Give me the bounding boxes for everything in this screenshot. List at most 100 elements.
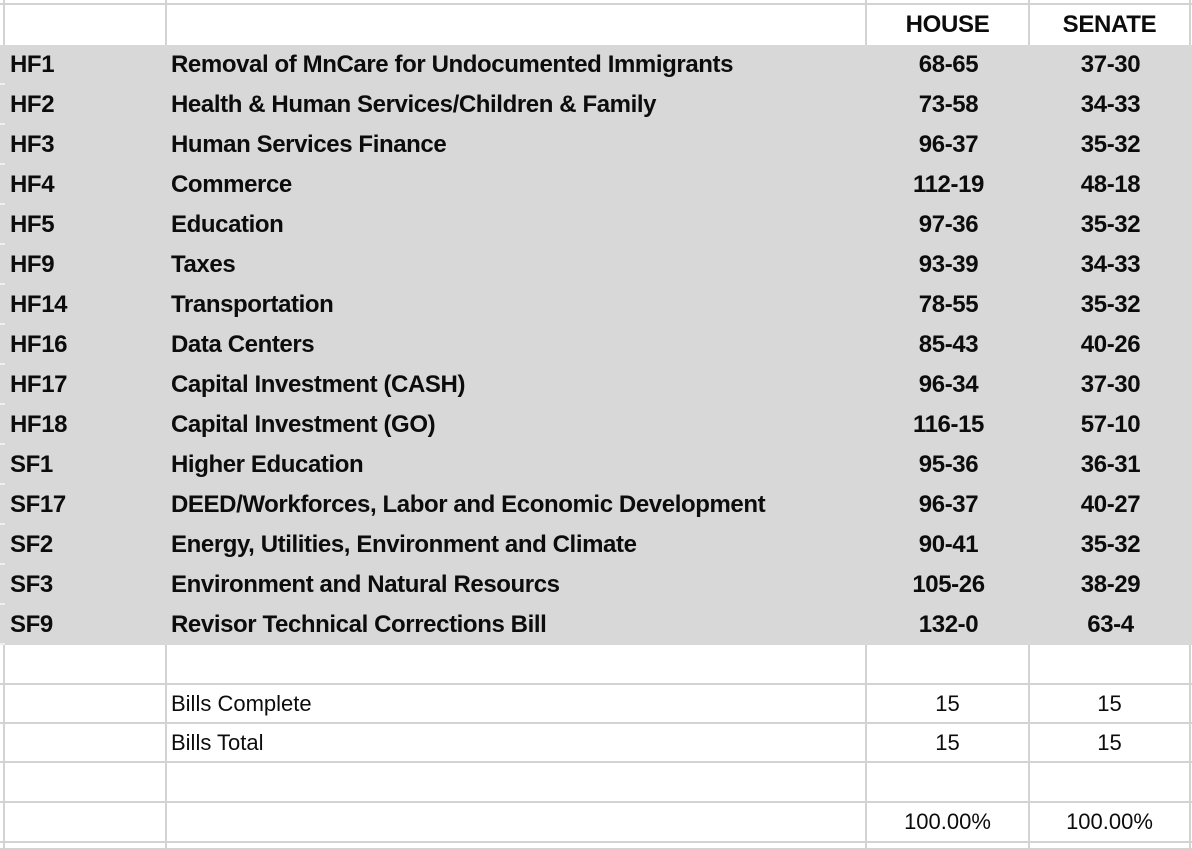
empty-cell[interactable] bbox=[5, 0, 167, 3]
table-row: HF17 Capital Investment (CASH) 96-34 37-… bbox=[0, 365, 1192, 405]
senate-column-header[interactable]: SENATE bbox=[1030, 5, 1191, 45]
senate-summary-cell[interactable]: 15 bbox=[1030, 685, 1191, 722]
house-vote-cell[interactable]: 85-43 bbox=[918, 331, 979, 358]
bill-id-cell[interactable]: SF17 bbox=[10, 491, 66, 518]
bill-id-cell[interactable]: HF3 bbox=[10, 131, 55, 158]
header-row: HOUSE SENATE bbox=[0, 5, 1192, 45]
empty-cell[interactable] bbox=[1030, 0, 1191, 3]
senate-vote-cell[interactable]: 37-30 bbox=[1080, 51, 1141, 78]
house-vote-cell[interactable]: 93-39 bbox=[918, 251, 979, 278]
empty-cell[interactable] bbox=[867, 0, 1030, 3]
house-vote-cell[interactable]: 132-0 bbox=[918, 611, 979, 638]
senate-vote-cell[interactable]: 48-18 bbox=[1080, 171, 1141, 198]
senate-vote-cell[interactable]: 35-32 bbox=[1080, 211, 1141, 238]
bill-name-cell[interactable]: Capital Investment (CASH) bbox=[171, 371, 466, 398]
senate-vote-cell[interactable]: 35-32 bbox=[1080, 531, 1141, 558]
bill-id-cell[interactable]: SF2 bbox=[10, 531, 53, 558]
bill-id-cell[interactable]: HF5 bbox=[10, 211, 55, 238]
senate-vote-cell[interactable]: 38-29 bbox=[1080, 571, 1141, 598]
empty-cell[interactable] bbox=[167, 843, 867, 848]
bill-name-cell[interactable]: Energy, Utilities, Environment and Clima… bbox=[171, 531, 637, 558]
edge-cell bbox=[0, 724, 5, 761]
senate-vote-cell[interactable]: 34-33 bbox=[1080, 91, 1141, 118]
edge-cell bbox=[0, 803, 5, 841]
house-vote-cell[interactable]: 96-37 bbox=[918, 131, 979, 158]
senate-vote-cell[interactable]: 35-32 bbox=[1080, 131, 1141, 158]
senate-vote-cell[interactable]: 40-27 bbox=[1080, 491, 1141, 518]
edge-cell bbox=[0, 165, 5, 205]
bill-name-cell[interactable]: Commerce bbox=[171, 171, 292, 198]
senate-percent-cell[interactable]: 100.00% bbox=[1030, 803, 1191, 841]
house-vote-cell[interactable]: 78-55 bbox=[918, 291, 979, 318]
house-vote-cell[interactable]: 96-34 bbox=[918, 371, 979, 398]
bill-name-cell[interactable]: Higher Education bbox=[171, 451, 364, 478]
bottom-partial-row bbox=[0, 843, 1192, 850]
bill-name-cell[interactable]: Health & Human Services/Children & Famil… bbox=[171, 91, 657, 118]
senate-vote-cell[interactable]: 63-4 bbox=[1087, 611, 1134, 638]
summary-row: Bills Total 15 15 bbox=[0, 724, 1192, 763]
empty-cell[interactable] bbox=[5, 724, 167, 761]
bill-name-cell[interactable]: Human Services Finance bbox=[171, 131, 447, 158]
empty-cell[interactable] bbox=[167, 763, 867, 801]
empty-cell[interactable] bbox=[167, 0, 867, 3]
senate-vote-cell[interactable]: 37-30 bbox=[1080, 371, 1141, 398]
house-percent-cell[interactable]: 100.00% bbox=[867, 803, 1030, 841]
empty-cell[interactable] bbox=[5, 763, 167, 801]
empty-cell[interactable] bbox=[867, 645, 1030, 683]
house-vote-cell[interactable]: 73-58 bbox=[918, 91, 979, 118]
house-vote-cell[interactable]: 105-26 bbox=[912, 571, 985, 598]
summary-label-cell[interactable]: Bills Complete bbox=[167, 685, 867, 722]
empty-cell[interactable] bbox=[5, 5, 167, 45]
empty-cell[interactable] bbox=[1030, 763, 1191, 801]
empty-cell[interactable] bbox=[5, 685, 167, 722]
house-vote-cell[interactable]: 96-37 bbox=[918, 491, 979, 518]
house-vote-cell[interactable]: 95-36 bbox=[918, 451, 979, 478]
senate-vote-cell[interactable]: 36-31 bbox=[1080, 451, 1141, 478]
house-vote-cell[interactable]: 97-36 bbox=[918, 211, 979, 238]
bill-name-cell[interactable]: Removal of MnCare for Undocumented Immig… bbox=[171, 51, 734, 78]
empty-cell[interactable] bbox=[867, 763, 1030, 801]
house-vote-cell[interactable]: 68-65 bbox=[918, 51, 979, 78]
house-summary-cell[interactable]: 15 bbox=[867, 685, 1030, 722]
bill-name-cell[interactable]: Revisor Technical Corrections Bill bbox=[171, 611, 547, 638]
bill-id-cell[interactable]: HF4 bbox=[10, 171, 55, 198]
senate-vote-cell[interactable]: 34-33 bbox=[1080, 251, 1141, 278]
house-summary-cell[interactable]: 15 bbox=[867, 724, 1030, 761]
senate-vote-cell[interactable]: 35-32 bbox=[1080, 291, 1141, 318]
bill-name-cell[interactable]: Data Centers bbox=[171, 331, 315, 358]
table-row: SF9 Revisor Technical Corrections Bill 1… bbox=[0, 605, 1192, 645]
bill-id-cell[interactable]: HF14 bbox=[10, 291, 68, 318]
bill-name-cell[interactable]: Environment and Natural Resourcs bbox=[171, 571, 560, 598]
bill-id-cell[interactable]: SF3 bbox=[10, 571, 53, 598]
empty-cell[interactable] bbox=[5, 803, 167, 841]
empty-cell[interactable] bbox=[167, 645, 867, 683]
bill-id-cell[interactable]: SF9 bbox=[10, 611, 53, 638]
empty-cell[interactable] bbox=[167, 803, 867, 841]
empty-cell[interactable] bbox=[867, 843, 1030, 848]
house-column-header[interactable]: HOUSE bbox=[867, 5, 1030, 45]
bill-name-cell[interactable]: Education bbox=[171, 211, 284, 238]
empty-cell[interactable] bbox=[1030, 645, 1191, 683]
house-vote-cell[interactable]: 116-15 bbox=[912, 411, 984, 438]
bill-id-cell[interactable]: HF9 bbox=[10, 251, 55, 278]
empty-cell[interactable] bbox=[167, 5, 867, 45]
senate-vote-cell[interactable]: 57-10 bbox=[1080, 411, 1141, 438]
bill-id-cell[interactable]: HF1 bbox=[10, 51, 55, 78]
bill-id-cell[interactable]: HF2 bbox=[10, 91, 55, 118]
empty-cell[interactable] bbox=[5, 843, 167, 848]
senate-summary-cell[interactable]: 15 bbox=[1030, 724, 1191, 761]
empty-cell[interactable] bbox=[1030, 843, 1191, 848]
bill-name-cell[interactable]: Taxes bbox=[171, 251, 236, 278]
bill-id-cell[interactable]: HF18 bbox=[10, 411, 68, 438]
house-vote-cell[interactable]: 112-19 bbox=[912, 171, 984, 198]
summary-label-cell[interactable]: Bills Total bbox=[167, 724, 867, 761]
senate-vote-cell[interactable]: 40-26 bbox=[1080, 331, 1141, 358]
bill-id-cell[interactable]: SF1 bbox=[10, 451, 53, 478]
empty-cell[interactable] bbox=[5, 645, 167, 683]
house-vote-cell[interactable]: 90-41 bbox=[918, 531, 979, 558]
bill-id-cell[interactable]: HF17 bbox=[10, 371, 68, 398]
bill-name-cell[interactable]: Capital Investment (GO) bbox=[171, 411, 436, 438]
bill-name-cell[interactable]: Transportation bbox=[171, 291, 334, 318]
bill-name-cell[interactable]: DEED/Workforces, Labor and Economic Deve… bbox=[171, 491, 766, 518]
bill-id-cell[interactable]: HF16 bbox=[10, 331, 68, 358]
